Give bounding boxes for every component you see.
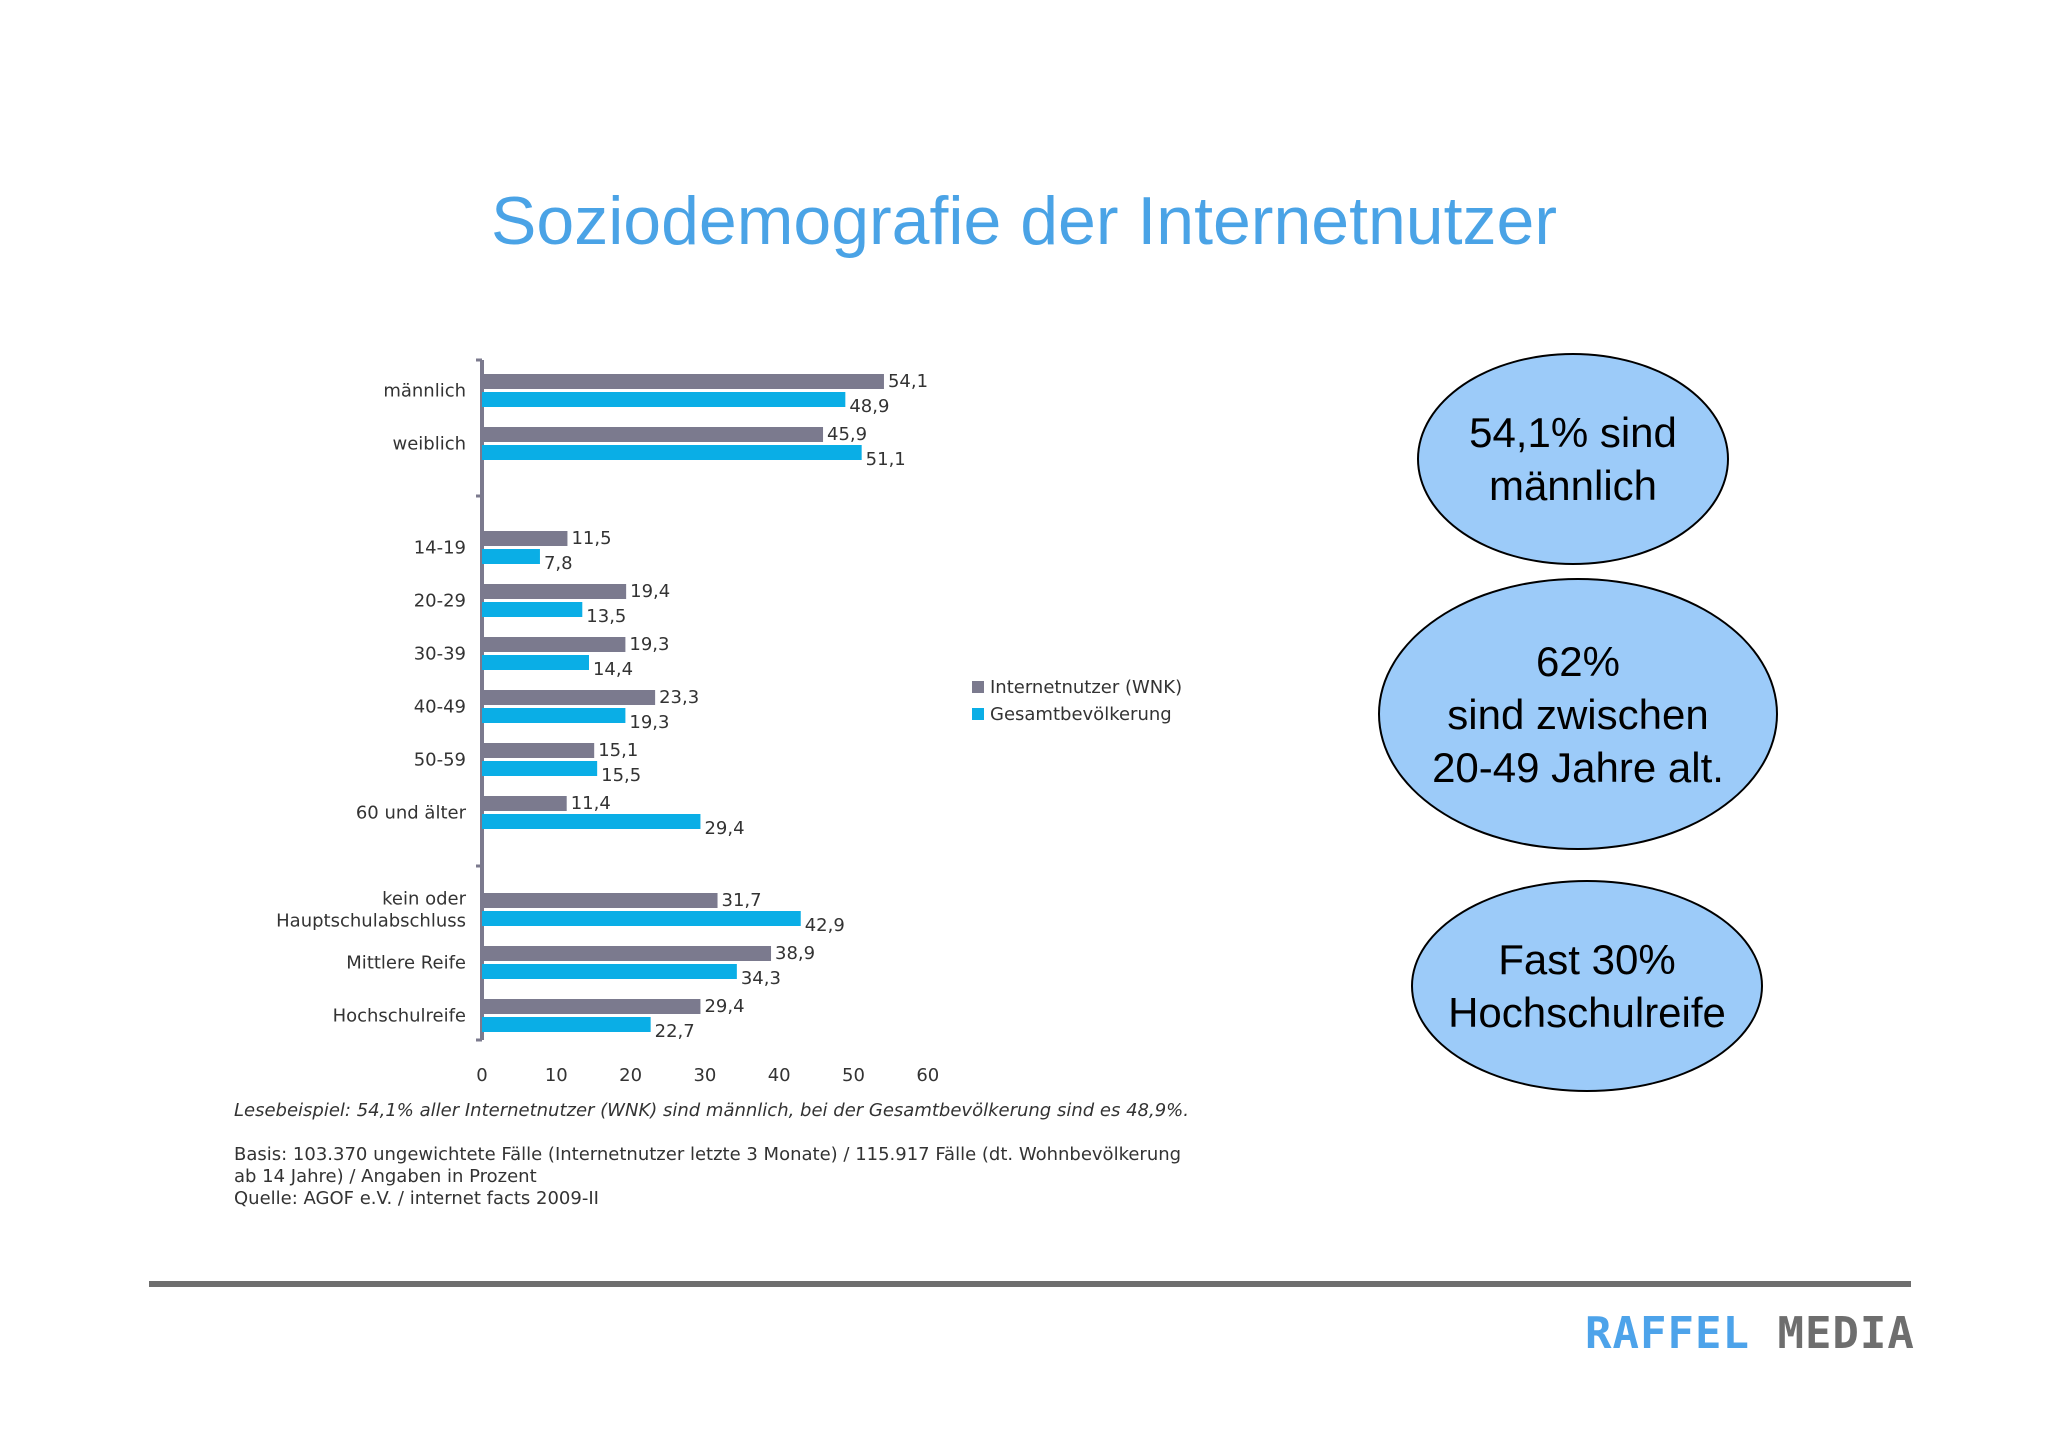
bar-value-label: 19,3 <box>629 712 669 733</box>
category-label: 40-49 <box>414 697 466 718</box>
bar <box>482 655 589 670</box>
legend-label: Internetnutzer (WNK) <box>990 677 1182 698</box>
bar <box>482 708 626 723</box>
bar <box>482 1017 651 1032</box>
bar <box>482 893 718 908</box>
bar-value-label: 34,3 <box>741 968 781 989</box>
legend-swatch <box>972 681 984 693</box>
bar <box>482 999 701 1014</box>
x-tick-label: 50 <box>842 1065 865 1086</box>
bar <box>482 946 772 961</box>
education-bubble-line1: Fast 30% <box>1498 936 1676 983</box>
slide-title: Soziodemografie der Internetnutzer <box>491 183 1557 259</box>
bar-value-label: 42,9 <box>805 915 845 936</box>
legend-swatch <box>972 708 984 720</box>
education-share-bubble: Fast 30% Hochschulreife <box>1411 880 1763 1092</box>
bar <box>482 427 824 442</box>
bar-value-label: 11,5 <box>571 528 611 549</box>
bar-value-label: 19,3 <box>629 634 669 655</box>
bar <box>482 761 598 776</box>
logo-part-raffel: RAFFEL <box>1585 1308 1750 1359</box>
x-tick-label: 30 <box>693 1065 716 1086</box>
bar <box>482 584 627 599</box>
bar-value-label: 31,7 <box>722 890 762 911</box>
logo-part-media: MEDIA <box>1777 1308 1915 1359</box>
bar-value-label: 51,1 <box>866 449 906 470</box>
category-label: Hauptschulabschluss <box>276 911 466 932</box>
male-bubble-line2: männlich <box>1488 462 1658 509</box>
male-bubble-line1: 54,1% sind <box>1469 409 1677 456</box>
male-share-bubble: 54,1% sind männlich <box>1417 353 1729 565</box>
basis-note-line1: Basis: 103.370 ungewichtete Fälle (Inter… <box>234 1144 1182 1165</box>
bar <box>482 690 656 705</box>
category-label: 60 und älter <box>356 803 467 824</box>
bar-value-label: 11,4 <box>571 793 611 814</box>
age-bubble-line2: sind zwischen <box>1447 690 1709 738</box>
x-tick-label: 0 <box>476 1065 487 1086</box>
source-note: Quelle: AGOF e.V. / internet facts 2009-… <box>234 1188 599 1209</box>
x-tick-label: 20 <box>619 1065 642 1086</box>
bar-value-label: 48,9 <box>849 396 889 417</box>
bar <box>482 743 595 758</box>
category-label: 20-29 <box>414 591 466 612</box>
legend-label: Gesamtbevölkerung <box>990 704 1172 725</box>
bar-value-label: 19,4 <box>630 581 670 602</box>
category-label: weiblich <box>392 434 466 455</box>
bar-chart: 54,1 48,9 männlich 45,9 51,1 weiblich 11,5 7,8 1… <box>276 358 1182 1086</box>
bar-value-label: 29,4 <box>704 818 744 839</box>
category-label: Hochschulreife <box>333 1006 466 1027</box>
bar <box>482 911 801 926</box>
x-tick-label: 10 <box>545 1065 568 1086</box>
category-label: männlich <box>383 381 466 402</box>
bar-value-label: 15,1 <box>598 740 638 761</box>
bar-value-label: 54,1 <box>888 371 928 392</box>
bar-value-label: 14,4 <box>593 659 633 680</box>
bar <box>482 549 540 564</box>
bar <box>482 964 737 979</box>
bar-value-label: 23,3 <box>659 687 699 708</box>
bar-value-label: 29,4 <box>704 996 744 1017</box>
category-label: 14-19 <box>414 538 466 559</box>
category-label: kein oder <box>382 889 467 910</box>
age-bubble-line1: 62% <box>1535 637 1621 685</box>
bar <box>482 637 626 652</box>
bar-value-label: 13,5 <box>586 606 626 627</box>
x-tick-label: 40 <box>768 1065 791 1086</box>
bar <box>482 814 701 829</box>
category-label: 50-59 <box>414 750 466 771</box>
bar-value-label: 7,8 <box>544 553 573 574</box>
age-share-bubble: 62% sind zwischen 20-49 Jahre alt. <box>1378 578 1778 850</box>
education-bubble-line2: Hochschulreife <box>1448 989 1726 1036</box>
bar-value-label: 45,9 <box>827 424 867 445</box>
x-tick-label: 60 <box>916 1065 939 1086</box>
raffel-media-logo: RAFFEL MEDIA <box>1585 1308 1915 1359</box>
bar <box>482 445 862 460</box>
bar <box>482 392 846 407</box>
basis-note-line2: ab 14 Jahre) / Angaben in Prozent <box>234 1166 537 1187</box>
category-label: 30-39 <box>414 644 466 665</box>
bar <box>482 602 583 617</box>
reading-example-note: Lesebeispiel: 54,1% aller Internetnutzer… <box>234 1100 1189 1121</box>
bar-value-label: 38,9 <box>775 943 815 964</box>
category-label: Mittlere Reife <box>346 953 466 974</box>
bar-value-label: 22,7 <box>655 1021 695 1042</box>
age-bubble-line3: 20-49 Jahre alt. <box>1432 743 1724 791</box>
bar <box>482 796 567 811</box>
footer-divider <box>149 1281 1911 1287</box>
bar <box>482 374 884 389</box>
bar <box>482 531 568 546</box>
bar-value-label: 15,5 <box>601 765 641 786</box>
